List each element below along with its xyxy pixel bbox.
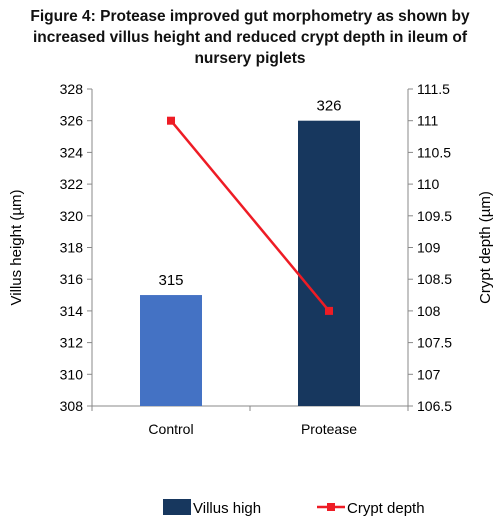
left-tick-label-318: 318: [60, 240, 84, 256]
right-tick-label-107: 107: [417, 366, 441, 382]
left-tick-label-308: 308: [60, 398, 84, 414]
left-tick-label-310: 310: [60, 366, 84, 382]
legend-swatch-villus: [163, 499, 191, 515]
chart-title: Figure 4: Protease improved gut morphome…: [0, 6, 500, 69]
y2-axis-title: Crypt depth (µm): [477, 191, 494, 304]
left-tick-label-320: 320: [60, 208, 84, 224]
left-tick-label-324: 324: [60, 144, 84, 160]
legend-swatch-crypt-marker: [327, 503, 335, 511]
right-tick-label-108: 108: [417, 303, 441, 319]
legend-label-villus: Villus high: [193, 500, 261, 517]
crypt-depth-marker-protease: [325, 306, 333, 315]
bars: [140, 120, 360, 406]
right-tick-label-107-5: 107.5: [417, 335, 452, 351]
chart-title-line-1: Figure 4: Protease improved gut morphome…: [30, 8, 470, 25]
legend: Villus high Crypt depth: [163, 499, 425, 517]
right-tick-label-108-5: 108.5: [417, 271, 452, 287]
left-tick-label-322: 322: [60, 176, 84, 192]
chart-title-line-2: increased villus height and reduced cryp…: [32, 29, 468, 46]
right-tick-label-111: 111: [417, 113, 438, 129]
left-tick-label-326: 326: [60, 113, 84, 129]
right-tick-label-109-5: 109.5: [417, 208, 452, 224]
bar-protease: [298, 120, 360, 406]
crypt-depth-marker-control: [167, 116, 175, 125]
right-tick-label-109: 109: [417, 240, 441, 256]
y-axis-title: Villus height (µm): [8, 190, 25, 306]
axes: [87, 88, 413, 411]
right-tick-label-111-5: 111.5: [417, 81, 450, 97]
data-label-control: 315: [158, 272, 183, 289]
chart-title-line-3: nursery piglets: [194, 50, 306, 67]
left-tick-label-328: 328: [60, 81, 84, 97]
data-label-protease: 326: [316, 98, 341, 115]
left-tick-label-312: 312: [60, 335, 84, 351]
right-tick-label-106-5: 106.5: [417, 398, 452, 414]
right-tick-label-110: 110: [417, 176, 440, 192]
bar-control: [140, 295, 202, 406]
crypt-depth-line: [170, 119, 330, 312]
crypt-depth-line-group: [167, 116, 333, 315]
legend-label-crypt: Crypt depth: [347, 500, 425, 517]
left-tick-label-314: 314: [60, 303, 84, 319]
right-tick-label-110-5: 110.5: [417, 144, 451, 160]
left-tick-label-316: 316: [60, 271, 84, 287]
labels: 328 326 324 322 320 318 316 314 312 310 308 111.5 11…: [8, 81, 494, 437]
x-tick-label-control: Control: [148, 421, 193, 437]
x-tick-label-protease: Protease: [301, 421, 357, 437]
